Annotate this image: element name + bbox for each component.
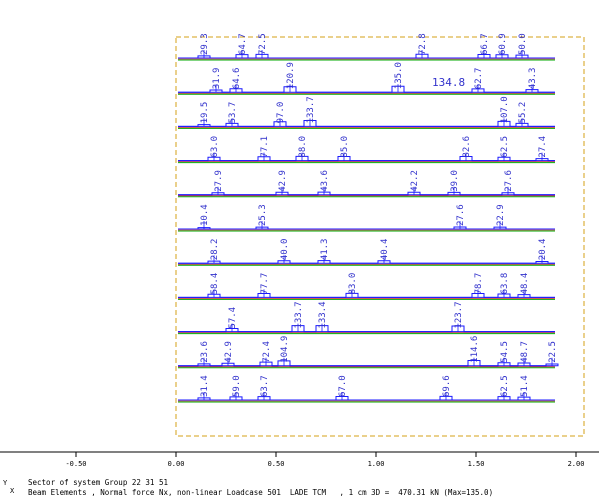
force-value-label: 82.6 <box>462 136 472 158</box>
force-value-label: 78.7 <box>474 273 484 295</box>
beam-row: 28.2 40.0 41.3 40.4 20.4 <box>178 239 555 266</box>
force-value-label: 53.7 <box>228 102 238 124</box>
force-value-label: 120.9 <box>286 62 296 89</box>
force-value-label: 72.5 <box>258 33 268 55</box>
force-value-label: 28.2 <box>210 239 220 261</box>
force-value-label: 48.4 <box>520 273 530 295</box>
force-value-label: 20.4 <box>538 239 548 261</box>
force-value-label: 62.7 <box>474 68 484 90</box>
force-value-label: 54.5 <box>500 341 510 363</box>
beam-row: 31.4 59.0 63.7 67.0 69.6 62.5 51.4 <box>178 375 555 403</box>
max-value-label: 134.8 <box>432 76 465 89</box>
normal-force-outline <box>178 155 555 162</box>
beam-row: 58.4 77.7 83.0 78.7 63.8 48.4 <box>178 273 555 300</box>
force-value-label: 22.5 <box>548 341 558 363</box>
force-value-label: 63.7 <box>260 375 270 397</box>
force-value-label: 29.3 <box>200 33 210 55</box>
force-value-label: 31.4 <box>200 375 210 397</box>
force-value-label: 62.5 <box>500 136 510 158</box>
x-tick-label: 1.50 <box>468 460 485 468</box>
force-value-label: 23.6 <box>200 341 210 363</box>
force-value-label: 67.0 <box>338 375 348 397</box>
force-value-label: 133.7 <box>294 302 304 329</box>
force-value-label: 77.1 <box>260 136 270 158</box>
force-value-label: 63.8 <box>500 273 510 295</box>
force-value-label: 133.7 <box>306 96 316 123</box>
force-value-label: 135.0 <box>394 62 404 89</box>
force-value-label: 27.4 <box>538 136 548 158</box>
force-value-label: 10.4 <box>200 204 210 226</box>
force-value-label: 39.0 <box>450 170 460 192</box>
force-value-label: 60.9 <box>498 33 508 55</box>
force-value-label: 114.6 <box>470 336 480 363</box>
beam-row: 57.4 133.7 133.4 123.7 <box>178 302 555 335</box>
x-tick-label: 0.00 <box>168 460 185 468</box>
force-value-label: 43.3 <box>528 68 538 90</box>
x-tick-label: 0.50 <box>268 460 285 468</box>
force-value-label: 22.9 <box>496 204 506 226</box>
beam-row: 19.5 53.7 97.0 133.7 107.0 55.2 <box>178 96 555 129</box>
force-value-label: 88.0 <box>298 136 308 158</box>
sector-frame <box>175 36 585 437</box>
force-value-label: 40.0 <box>280 239 290 261</box>
force-value-label: 27.6 <box>504 170 514 192</box>
beam-row: 29.3 64.7 72.5 72.8 66.7 60.9 50.0 <box>178 33 555 61</box>
force-value-label: 62.5 <box>500 375 510 397</box>
force-value-label: 107.0 <box>500 96 510 123</box>
force-value-label: 42.2 <box>410 170 420 192</box>
beam-row: 10.4 25.3 27.6 22.9 <box>178 204 555 232</box>
force-value-label: 97.0 <box>276 102 286 124</box>
x-tick-label: 2.00 <box>568 460 585 468</box>
x-tick-label: -0.50 <box>65 460 86 468</box>
force-value-label: 27.9 <box>214 170 224 192</box>
x-axis: -0.50 0.00 0.50 1.00 1.50 2.00 <box>0 451 599 468</box>
force-value-label: 42.9 <box>224 341 234 363</box>
force-value-label: 69.6 <box>442 375 452 397</box>
force-value-label: 104.9 <box>280 336 290 363</box>
footer-sector-line: Sector of system Group 22 31 51 <box>28 478 168 487</box>
force-value-label: 66.7 <box>480 33 490 55</box>
force-value-label: 85.0 <box>340 136 350 158</box>
axis-x-glyph: X <box>10 487 15 495</box>
beam-row: 63.0 77.1 88.0 85.0 82.6 62.5 27.4 <box>178 136 555 164</box>
force-value-label: 63.0 <box>210 136 220 158</box>
force-value-label: 64.7 <box>238 33 248 55</box>
axis-y-glyph: Y <box>3 479 8 487</box>
force-value-label: 55.2 <box>518 102 528 124</box>
normal-force-outline <box>178 292 555 298</box>
force-value-label: 41.3 <box>320 239 330 261</box>
force-value-label: 50.0 <box>518 33 528 55</box>
force-value-label: 59.0 <box>232 375 242 397</box>
force-value-label: 27.6 <box>456 204 466 226</box>
force-value-label: 64.6 <box>232 68 242 90</box>
force-value-label: 40.4 <box>380 239 390 261</box>
beam-row: 27.9 42.9 43.6 42.2 39.0 27.6 <box>178 170 555 198</box>
beam-row: 31.9 64.6 120.9 135.0 62.7 43.3 <box>178 62 555 95</box>
x-tick-label: 1.00 <box>368 460 385 468</box>
force-value-label: 123.7 <box>454 302 464 329</box>
force-value-label: 42.9 <box>278 170 288 192</box>
force-value-label: 48.7 <box>520 341 530 363</box>
force-value-label: 72.4 <box>262 341 272 363</box>
force-value-label: 77.7 <box>260 273 270 295</box>
force-value-label: 19.5 <box>200 102 210 124</box>
beams-layer: 29.3 64.7 72.5 72.8 66.7 60.9 50.0 31.9 64.6 120.… <box>178 33 559 403</box>
force-value-label: 72.8 <box>418 33 428 55</box>
force-value-label: 43.6 <box>320 170 330 192</box>
force-value-label: 58.4 <box>210 273 220 295</box>
footer-loadcase-line: Beam Elements , Normal force Nx, non-lin… <box>28 488 494 497</box>
force-value-label: 57.4 <box>228 307 238 329</box>
force-value-label: 83.0 <box>348 273 358 295</box>
force-value-label: 51.4 <box>520 375 530 397</box>
force-value-label: 31.9 <box>212 68 222 90</box>
beam-row: 23.6 42.9 72.4 104.9 114.6 54.5 48.7 22.5 <box>178 336 559 369</box>
force-value-label: 133.4 <box>318 302 328 329</box>
force-value-label: 25.3 <box>258 204 268 226</box>
